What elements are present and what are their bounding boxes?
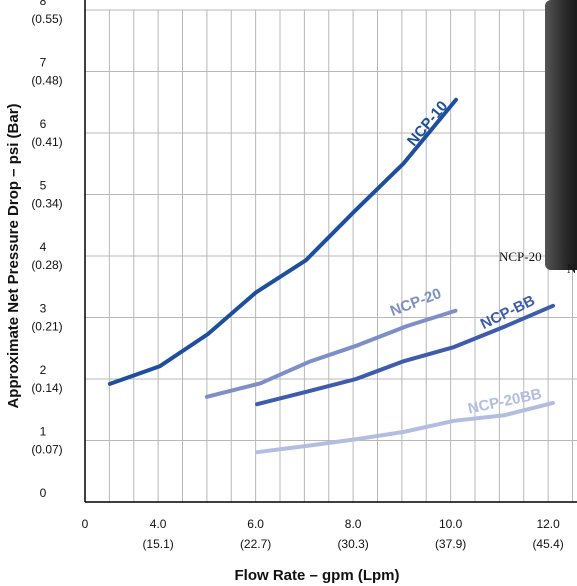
series-label: NCP-10 (404, 98, 451, 150)
y-tick-label: 7 (40, 56, 47, 70)
series-label: NCP-20BB (466, 385, 543, 417)
x-tick-label: 4.0 (150, 517, 167, 531)
series-label: NCP-20 (388, 285, 444, 320)
y-tick-label-secondary: (0.28) (31, 258, 62, 272)
y-tick-label: 8 (40, 0, 47, 8)
y-tick-label-secondary: (0.48) (31, 74, 62, 88)
x-axis-title: Flow Rate – gpm (Lpm) (235, 567, 400, 584)
y-tick-label: 0 (40, 486, 47, 500)
x-tick-label-secondary: (22.7) (240, 537, 271, 551)
x-tick-label-secondary: (45.4) (532, 537, 563, 551)
plot-area: 0 1 (0.07) 2 (0.14) 3 (0.21) 4 (0.28) 5 (0.34) 6 (0.… (31, 0, 577, 551)
y-tick-label-secondary: (0.14) (31, 381, 62, 395)
y-tick-label: 2 (40, 363, 47, 377)
annotation: NCP-20 (499, 249, 542, 264)
annotation: N (567, 261, 577, 276)
y-tick-label: 1 (40, 425, 47, 439)
y-axis-title: Approximate Net Pressure Drop – psi (Bar… (5, 103, 22, 408)
y-tick-label: 5 (40, 179, 47, 193)
y-tick-label: 6 (40, 117, 47, 131)
series-line (255, 303, 555, 407)
x-tick-label: 10.0 (439, 517, 463, 531)
series-line (255, 400, 555, 455)
x-tick-label: 0 (82, 517, 89, 531)
x-tick-label: 12.0 (536, 517, 560, 531)
cartridge-image (545, 0, 577, 270)
x-tick-label-secondary: (30.3) (337, 537, 368, 551)
x-tick-label-secondary: (15.1) (142, 537, 173, 551)
y-tick-label: 3 (40, 302, 47, 316)
series-line (204, 308, 458, 399)
series-line (107, 97, 458, 386)
y-tick-label-secondary: (0.34) (31, 197, 62, 211)
y-tick-label-secondary: (0.07) (31, 443, 62, 457)
x-tick-label: 6.0 (247, 517, 264, 531)
y-tick-label-secondary: (0.55) (31, 12, 62, 26)
x-tick-label: 8.0 (345, 517, 362, 531)
y-tick-label-secondary: (0.41) (31, 135, 62, 149)
y-tick-label-secondary: (0.21) (31, 320, 62, 334)
y-tick-label: 4 (40, 240, 47, 254)
x-tick-label-secondary: (37.9) (435, 537, 466, 551)
